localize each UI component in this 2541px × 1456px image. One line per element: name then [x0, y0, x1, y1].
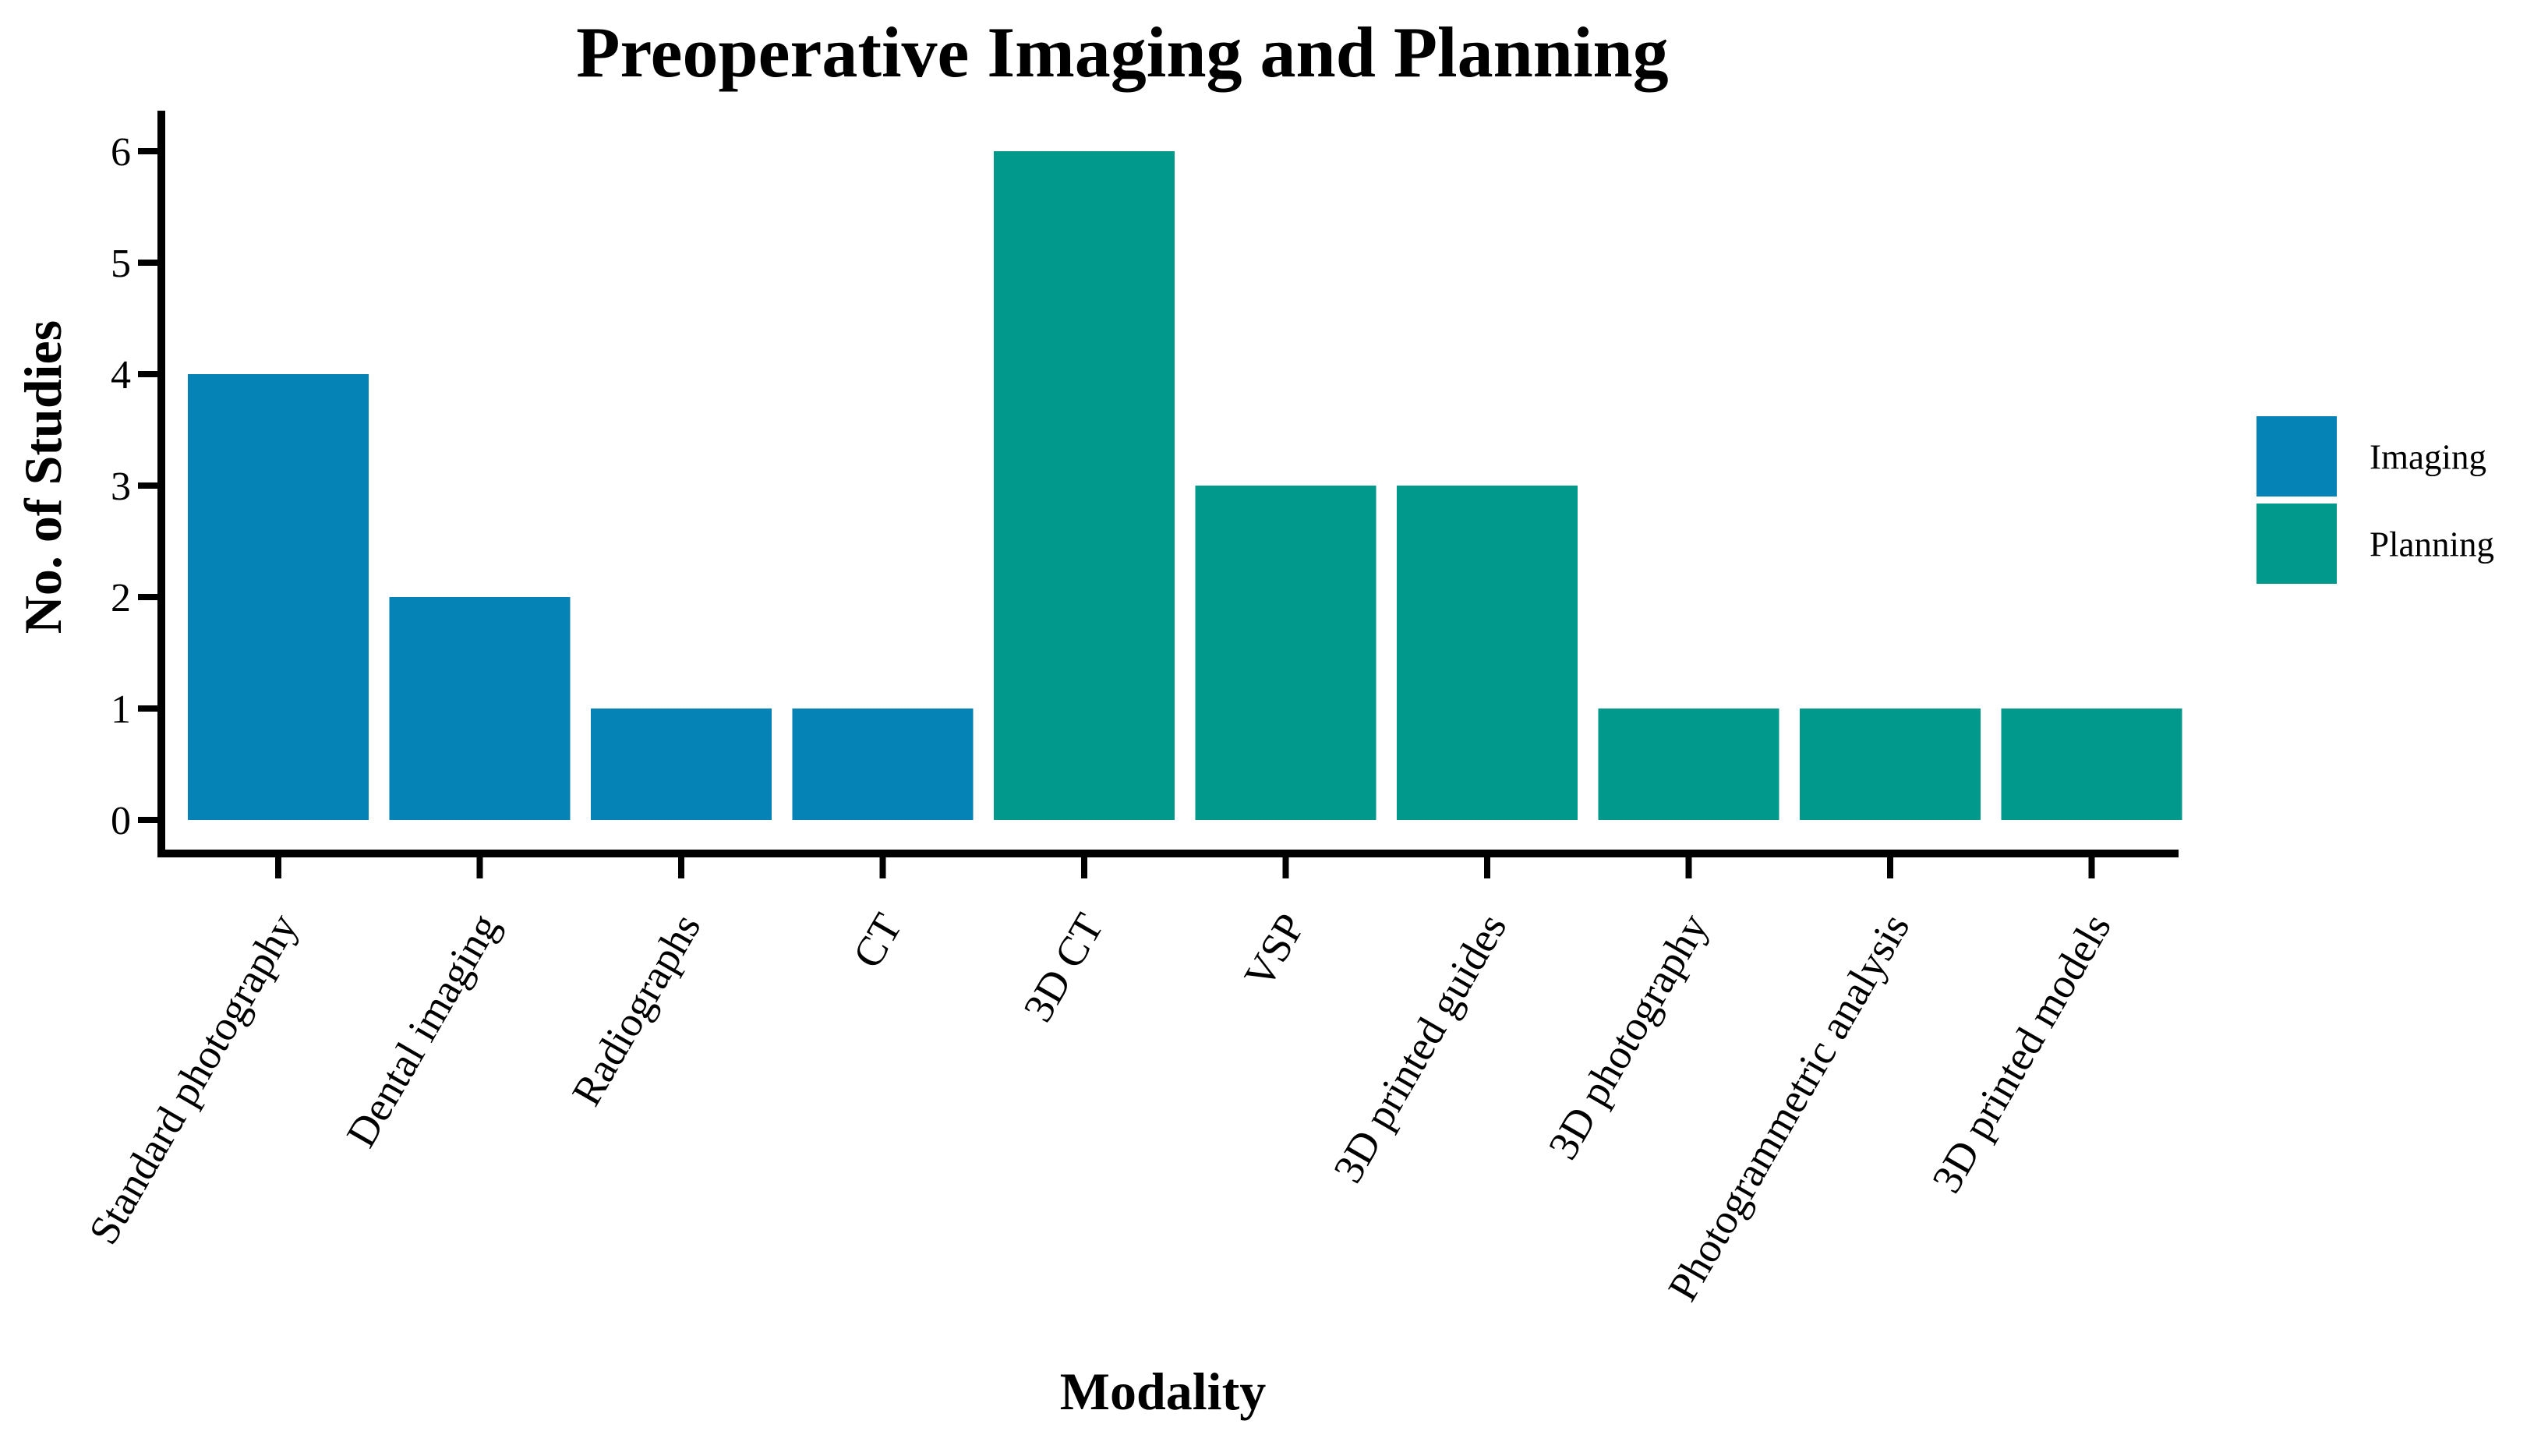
legend-label: Imaging [2370, 438, 2486, 477]
x-axis-title: Modality [1060, 1362, 1266, 1421]
x-tick-label: 3D CT [1014, 906, 1112, 1030]
y-tick-label: 2 [111, 576, 131, 620]
bar [792, 709, 974, 820]
bar [994, 151, 1175, 820]
x-tick-label: Standard photography [80, 906, 306, 1252]
y-tick-label: 3 [111, 465, 131, 509]
y-axis-title: No. of Studies [13, 320, 72, 634]
bar [188, 374, 369, 820]
x-tick-label: CT [843, 906, 910, 976]
y-tick-label: 0 [111, 799, 131, 843]
x-tick-label: 3D photography [1539, 906, 1717, 1167]
x-tick-label: Dental imaging [338, 906, 508, 1155]
bar [1800, 709, 1981, 820]
x-tick-label: VSP [1235, 906, 1313, 996]
legend-label: Planning [2370, 525, 2494, 564]
legend-swatch-planning [2257, 504, 2337, 584]
legend-swatch-imaging [2257, 416, 2337, 497]
axes-layer [138, 111, 2179, 878]
y-tick-label: 4 [111, 353, 131, 398]
bar [591, 709, 772, 820]
bar [2001, 709, 2182, 820]
bar [1598, 709, 1779, 820]
bar [1195, 486, 1377, 820]
legend: Imaging Planning [2257, 416, 2494, 584]
bars-layer [188, 151, 2182, 820]
bar [1397, 486, 1578, 820]
x-tick-label: Radiographs [563, 906, 709, 1113]
y-tick-label: 5 [111, 242, 131, 286]
x-tick-label: Photogrammetric analysis [1659, 906, 1918, 1309]
y-tick-label: 1 [111, 687, 131, 732]
x-tick-label: 3D printed guides [1324, 906, 1515, 1190]
bar [389, 597, 571, 820]
x-tick-label: 3D printed models [1923, 906, 2120, 1200]
y-tick-label: 6 [111, 130, 131, 175]
chart-title: Preoperative Imaging and Planning [576, 12, 1668, 92]
